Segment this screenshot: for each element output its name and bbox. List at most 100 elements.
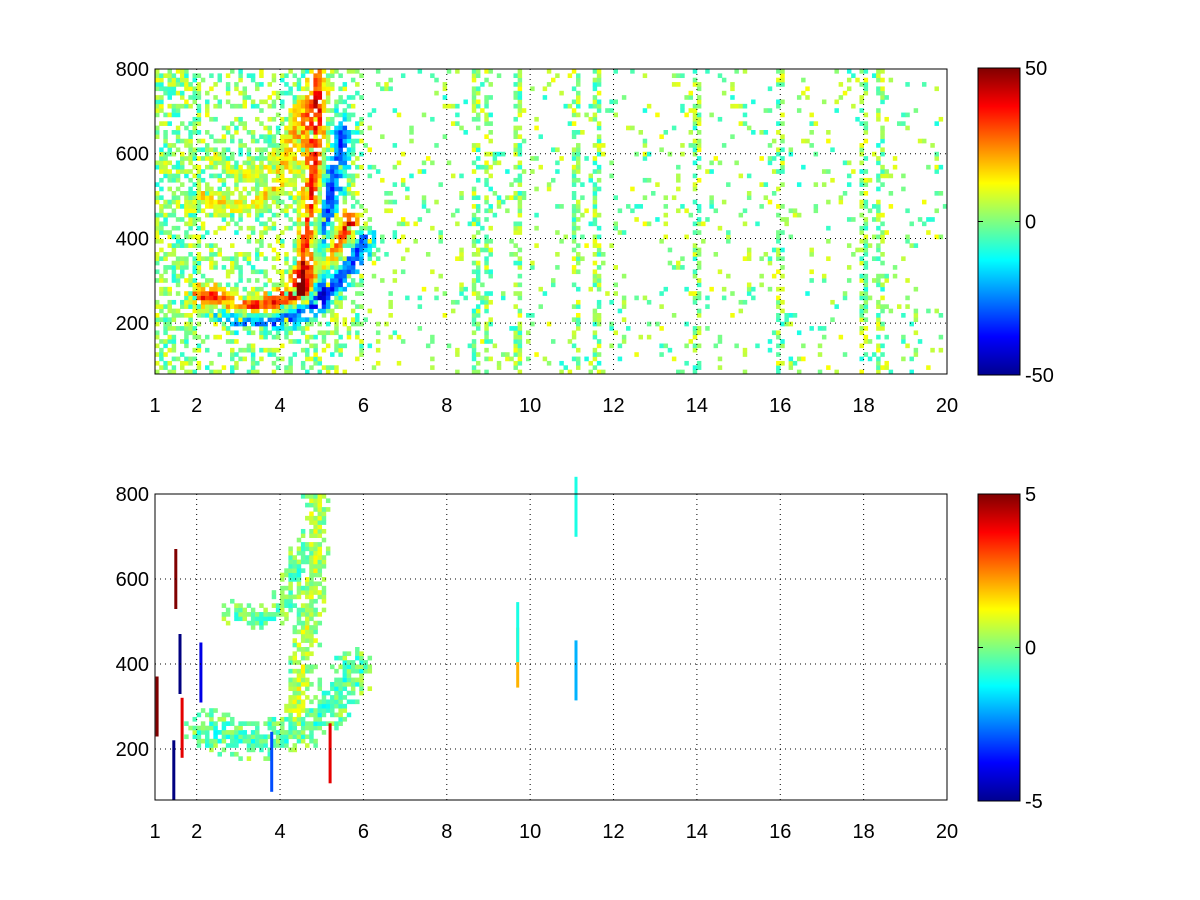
heatmap-cell (776, 343, 781, 349)
heatmap-cell (634, 295, 639, 301)
heatmap-cell (592, 95, 598, 100)
heatmap-cell (446, 69, 452, 74)
heatmap-cell (350, 321, 356, 327)
heatmap-cell (696, 295, 702, 301)
heatmap-cell (217, 186, 222, 192)
heatmap-cell (263, 208, 268, 214)
heatmap-cell (163, 169, 168, 174)
heatmap-cell (234, 82, 239, 87)
heatmap-cell (334, 173, 339, 179)
heatmap-cell (346, 191, 352, 196)
heatmap-cell (288, 721, 293, 726)
heatmap-cell (338, 95, 343, 100)
heatmap-cell (334, 721, 339, 726)
heatmap-cell (175, 169, 181, 174)
heatmap-cell (230, 299, 235, 305)
heatmap-cell (313, 585, 318, 591)
heatmap-cell (230, 743, 235, 748)
heatmap-cell (555, 252, 560, 257)
heatmap-cell (184, 169, 189, 174)
heatmap-cell (746, 125, 752, 131)
heatmap-cell (242, 86, 248, 92)
heatmap-cell (321, 286, 327, 292)
heatmap-cell (300, 725, 306, 731)
heatmap-cell (288, 339, 293, 344)
heatmap-cell (425, 156, 431, 161)
heatmap-cell (859, 147, 864, 153)
heatmap-cell (876, 199, 881, 205)
heatmap-cell (167, 265, 172, 270)
heatmap-cell (284, 594, 289, 600)
heatmap-cell (300, 143, 306, 148)
heatmap-cell (367, 125, 373, 131)
heatmap-cell (205, 191, 210, 196)
heatmap-cell (159, 352, 164, 357)
heatmap-cell (196, 334, 202, 340)
heatmap-cell (338, 699, 343, 705)
heatmap-cell (592, 199, 598, 205)
heatmap-cell (250, 330, 256, 336)
heatmap-cell (309, 130, 314, 135)
heatmap-cell (680, 108, 685, 113)
heatmap-cell (175, 103, 181, 109)
heatmap-cell (225, 339, 231, 344)
heatmap-cell (209, 317, 214, 323)
heatmap-cell (175, 177, 181, 183)
heatmap-cell (880, 164, 885, 170)
heatmap-cell (213, 369, 218, 375)
heatmap-cell (471, 238, 477, 244)
heatmap-cell (305, 208, 310, 214)
heatmap-cell (163, 86, 168, 92)
heatmap-cell (488, 321, 493, 327)
heatmap-cell (313, 563, 318, 569)
heatmap-cell (576, 260, 581, 266)
heatmap-cell (551, 339, 556, 344)
heatmap-cell (313, 269, 318, 275)
heatmap-cell (225, 612, 231, 617)
heatmap-cell (188, 156, 193, 161)
heatmap-cell (321, 577, 327, 582)
heatmap-cell (726, 273, 731, 279)
heatmap-cell (200, 234, 206, 240)
heatmap-cell (288, 182, 293, 187)
heatmap-cell (321, 594, 327, 600)
heatmap-cell (876, 204, 881, 209)
heatmap-cell (917, 138, 923, 144)
heatmap-cell (863, 112, 869, 118)
heatmap-cell (313, 125, 318, 131)
heatmap-cell (938, 191, 944, 196)
heatmap-cell (338, 690, 343, 696)
heatmap-cell (175, 217, 181, 222)
heatmap-cell (346, 664, 352, 670)
heatmap-cell (238, 138, 243, 144)
heatmap-cell (175, 108, 181, 113)
heatmap-cell (846, 278, 852, 283)
heatmap-cell (471, 95, 477, 100)
heatmap-cell (317, 581, 323, 587)
heatmap-cell (288, 147, 293, 153)
heatmap-cell (267, 116, 273, 122)
heatmap-cell (334, 138, 339, 144)
heatmap-cell (313, 90, 318, 96)
heatmap-cell (184, 195, 189, 201)
heatmap-cell (313, 721, 318, 726)
heatmap-cell (696, 217, 702, 222)
heatmap-cell (788, 321, 794, 327)
heatmap-cell (330, 238, 335, 244)
heatmap-cell (746, 256, 752, 262)
heatmap-cell (184, 73, 189, 79)
heatmap-cell (309, 191, 314, 196)
heatmap-cell (430, 225, 435, 231)
heatmap-cell (571, 86, 577, 92)
heatmap-cell (684, 343, 689, 349)
heatmap-cell (196, 738, 202, 744)
heatmap-cell (238, 169, 243, 174)
heatmap-cell (238, 756, 243, 761)
heatmap-cell (905, 208, 910, 214)
heatmap-cell (359, 347, 364, 353)
heatmap-cell (209, 743, 214, 748)
heatmap-cell (492, 191, 498, 196)
x-tick-label: 16 (769, 821, 791, 843)
heatmap-cell (309, 598, 314, 604)
